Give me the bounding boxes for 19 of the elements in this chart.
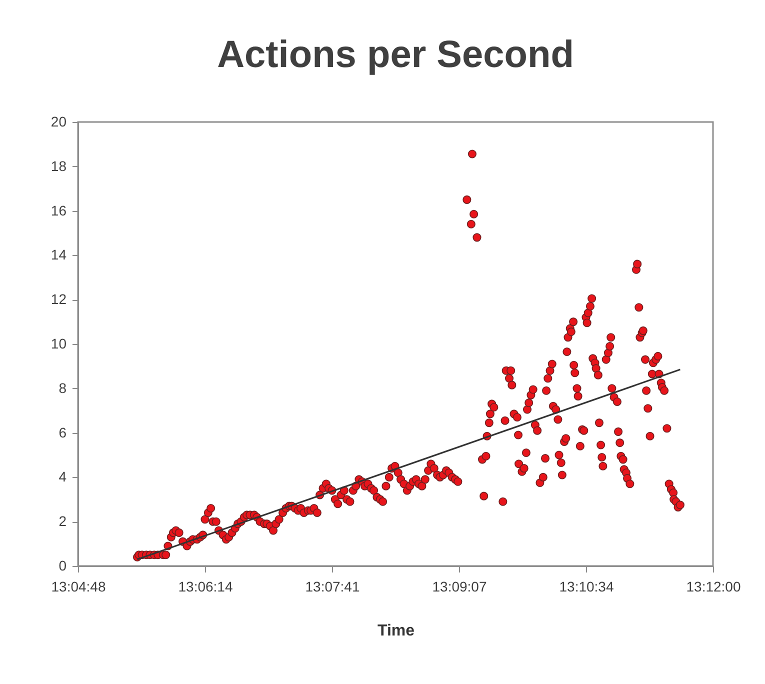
y-tick-label: 20: [50, 114, 67, 130]
x-axis-title: Time: [377, 622, 415, 640]
y-tick-label: 16: [50, 202, 67, 218]
x-tick-label: 13:09:07: [432, 578, 487, 594]
y-tick-label: 18: [50, 158, 67, 174]
y-tick-label: 4: [58, 468, 67, 485]
x-tick-label: 13:12:00: [686, 578, 741, 594]
x-tick-label: 13:10:34: [559, 578, 614, 594]
x-tick-label: 13:06:14: [178, 578, 233, 594]
y-tick-label: 14: [50, 246, 67, 263]
y-tick-label: 12: [50, 291, 67, 308]
y-tick-label: 2: [58, 513, 67, 530]
y-tick-label: 6: [58, 424, 67, 440]
y-tick-label: 0: [58, 558, 67, 574]
y-tick-label: 10: [50, 336, 67, 352]
y-tick-label: 8: [58, 380, 67, 396]
chart-title: Actions per Second: [217, 34, 574, 76]
x-tick-label: 13:04:48: [51, 578, 106, 594]
x-tick-label: 13:07:41: [305, 578, 360, 594]
